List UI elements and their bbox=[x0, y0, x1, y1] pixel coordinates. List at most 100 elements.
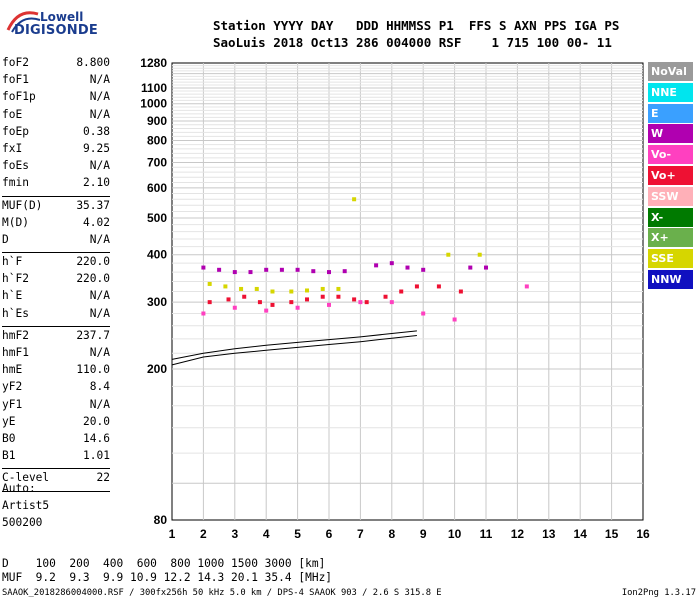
param-name: yE bbox=[2, 414, 16, 428]
param-separator bbox=[2, 195, 110, 197]
y-tick-label: 700 bbox=[147, 155, 167, 169]
x-tick-label: 16 bbox=[636, 527, 650, 541]
param-name: foF2 bbox=[2, 56, 29, 69]
scatter-point bbox=[389, 300, 394, 305]
x-tick-label: 8 bbox=[388, 527, 395, 541]
muf-table: D 100 200 400 600 800 1000 1500 3000 [km… bbox=[2, 557, 332, 585]
scatter-point bbox=[226, 297, 231, 302]
scatter-point bbox=[484, 265, 488, 270]
scatter-point bbox=[364, 300, 369, 305]
y-tick-label: 80 bbox=[154, 513, 168, 527]
scatter-point bbox=[201, 311, 206, 316]
param-value: N/A bbox=[89, 289, 110, 303]
legend-item: W bbox=[648, 124, 693, 144]
param-value: 220.0 bbox=[76, 272, 110, 286]
param-name: foEs bbox=[2, 159, 29, 173]
scatter-point bbox=[295, 305, 300, 310]
param-row: fmin 2.10 bbox=[2, 176, 110, 193]
param-row: h`F2 220.0 bbox=[2, 272, 110, 289]
param-row: hmF1 N/A bbox=[2, 346, 110, 363]
autoscaling-line: Auto: bbox=[2, 482, 36, 495]
trace-line bbox=[171, 335, 417, 366]
legend-item: X+ bbox=[648, 228, 693, 248]
param-row: fxI 9.25 bbox=[2, 142, 110, 159]
footer-version: Ion2Png 1.3.17 bbox=[621, 588, 696, 598]
param-value: 0.38 bbox=[83, 124, 110, 138]
footer-file-info: SAAOK_2018286004000.RSF / 300fx256h 50 k… bbox=[2, 588, 442, 598]
param-value: 220.0 bbox=[76, 255, 110, 269]
param-name: foF1p bbox=[2, 90, 36, 104]
scatter-point bbox=[336, 286, 341, 291]
scatter-point bbox=[279, 267, 284, 272]
x-tick-label: 6 bbox=[326, 527, 333, 541]
scatter-point bbox=[358, 300, 363, 305]
x-tick-label: 15 bbox=[605, 527, 619, 541]
param-row: M(D) 4.02 bbox=[2, 216, 110, 233]
param-value: 237.7 bbox=[76, 328, 110, 342]
scatter-point bbox=[232, 305, 237, 310]
param-name: h`F bbox=[2, 255, 23, 269]
legend-item: SSW bbox=[648, 186, 693, 206]
param-value: 2.10 bbox=[83, 176, 110, 190]
param-name: C-level bbox=[2, 471, 50, 485]
x-tick-label: 3 bbox=[231, 527, 238, 541]
param-name: fxI bbox=[2, 141, 23, 155]
doppler-legend: NoVal NNE E W Vo- Vo+ SSW X- X+ SSE NNW bbox=[648, 62, 693, 291]
scatter-point bbox=[305, 297, 310, 302]
scatter-point bbox=[477, 252, 482, 257]
param-row: hmE 110.0 bbox=[2, 363, 110, 380]
param-name: yF2 bbox=[2, 380, 23, 394]
x-tick-label: 2 bbox=[200, 527, 207, 541]
y-tick-label: 600 bbox=[147, 181, 167, 195]
scatter-point bbox=[327, 270, 331, 275]
param-row: C-level 22 bbox=[2, 471, 110, 488]
y-tick-label: 1100 bbox=[141, 81, 167, 95]
param-name: h`Es bbox=[2, 306, 29, 320]
param-name: MUF(D) bbox=[2, 198, 43, 212]
scatter-point bbox=[327, 302, 331, 307]
param-value: 110.0 bbox=[76, 363, 110, 377]
param-row: h`F 220.0 bbox=[2, 255, 110, 272]
y-tick-label: 200 bbox=[147, 362, 167, 376]
legend-item: NNE bbox=[648, 82, 693, 102]
logo-line1: Lowell bbox=[40, 10, 84, 24]
station-header: Station YYYY DAY DDD HHMMSS P1 FFS S AXN… bbox=[213, 17, 619, 51]
param-value: 9.25 bbox=[83, 141, 110, 155]
y-tick-label: 800 bbox=[147, 133, 167, 147]
y-tick-label: 1000 bbox=[140, 97, 167, 111]
legend-item: Vo+ bbox=[648, 165, 693, 185]
scatter-point bbox=[468, 265, 473, 270]
autoscaling-line: 500200 bbox=[2, 516, 43, 529]
x-tick-label: 1 bbox=[169, 527, 176, 541]
param-row: D N/A bbox=[2, 233, 110, 250]
scatter-point bbox=[264, 267, 269, 272]
param-value: 20.0 bbox=[83, 414, 110, 428]
param-value: N/A bbox=[89, 346, 110, 359]
scatter-point bbox=[217, 267, 222, 272]
param-value: 35.37 bbox=[76, 198, 110, 212]
x-tick-label: 11 bbox=[480, 527, 493, 541]
scatter-point bbox=[320, 294, 325, 299]
param-separator bbox=[2, 325, 110, 327]
param-value: N/A bbox=[89, 73, 110, 87]
param-name: foE bbox=[2, 107, 23, 121]
param-row: yE 20.0 bbox=[2, 415, 110, 432]
scatter-point bbox=[458, 289, 463, 294]
param-name: hmE bbox=[2, 363, 23, 377]
scatter-point bbox=[270, 289, 275, 294]
scatter-point bbox=[270, 302, 275, 307]
x-tick-label: 5 bbox=[294, 527, 301, 541]
param-value: 8.4 bbox=[89, 380, 110, 394]
param-name: h`F2 bbox=[2, 272, 29, 286]
scatter-point bbox=[248, 270, 253, 275]
x-tick-label: 12 bbox=[511, 527, 525, 541]
scatter-point bbox=[207, 281, 212, 286]
x-tick-label: 4 bbox=[263, 527, 270, 541]
param-name: foF1 bbox=[2, 73, 29, 87]
logo-swoosh-icon bbox=[6, 11, 41, 33]
scatter-point bbox=[257, 300, 262, 305]
muf-value-row: MUF 9.2 9.3 9.9 10.9 12.2 14.3 20.1 35.4… bbox=[2, 571, 333, 584]
scatter-point bbox=[452, 317, 457, 322]
scatter-point bbox=[295, 267, 300, 272]
param-name: h`E bbox=[2, 289, 23, 303]
